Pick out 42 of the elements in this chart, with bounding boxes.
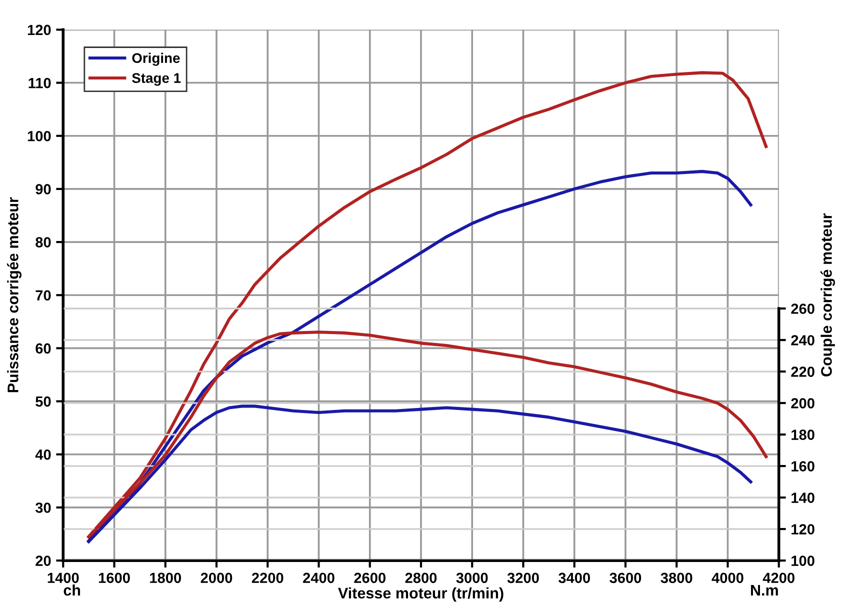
x-tick-label: 2200 (252, 572, 284, 584)
y2-axis-title: Couple corrigé moteur (820, 213, 835, 376)
x-tick-label: 2800 (405, 572, 437, 584)
y2-tick-label: 100 (792, 556, 814, 566)
x-tick-label: 2600 (354, 572, 386, 584)
y-tick-label: 40 (35, 449, 51, 460)
x-tick-label: 2000 (200, 572, 232, 584)
x-tick-label: 2400 (303, 572, 334, 584)
x-tick-label: 4000 (712, 572, 744, 584)
y2-tick-label: 180 (792, 430, 814, 440)
y2-tick-label: 220 (791, 366, 814, 377)
y2-tick-label: 140 (792, 492, 814, 503)
text: ch (64, 584, 80, 596)
y2-tick-label: 260 (791, 304, 814, 314)
y-tick-label: 120 (28, 24, 51, 36)
y-tick-label: 60 (36, 343, 51, 354)
y-tick-label: 80 (36, 237, 51, 248)
y-tick-label: 50 (36, 396, 51, 407)
legend-label: Origine (132, 52, 180, 66)
x-tick-label: 3800 (660, 572, 692, 584)
x-tick-label: 3600 (610, 572, 642, 584)
text: N.m (751, 585, 778, 596)
y-tick-label: 110 (28, 78, 51, 88)
x-tick-label: 3200 (507, 572, 539, 584)
y-tick-label: 20 (36, 556, 51, 566)
y-tick-label: 30 (35, 502, 51, 513)
x-tick-label: 1800 (150, 572, 182, 584)
y2-tick-label: 120 (792, 524, 814, 534)
y-tick-label: 100 (28, 130, 51, 142)
y2-tick-label: 240 (791, 335, 814, 346)
x-tick-label: 3400 (558, 572, 590, 584)
x-tick-label: 1600 (98, 572, 130, 584)
y-tick-label: 70 (36, 290, 51, 301)
x-axis-title: Vitesse moteur (tr/min) (338, 587, 504, 602)
x-tick-label: 1400 (48, 572, 79, 584)
x-tick-label: 4200 (762, 572, 794, 584)
y-tick-label: 90 (36, 184, 51, 194)
y2-tick-label: 200 (791, 398, 814, 408)
y2-tick-label: 160 (792, 461, 814, 472)
x-tick-label: 3000 (456, 572, 488, 584)
y-axis-title: Puissance corrigée moteur (7, 197, 22, 392)
legend-label: Stage 1 (132, 73, 181, 86)
